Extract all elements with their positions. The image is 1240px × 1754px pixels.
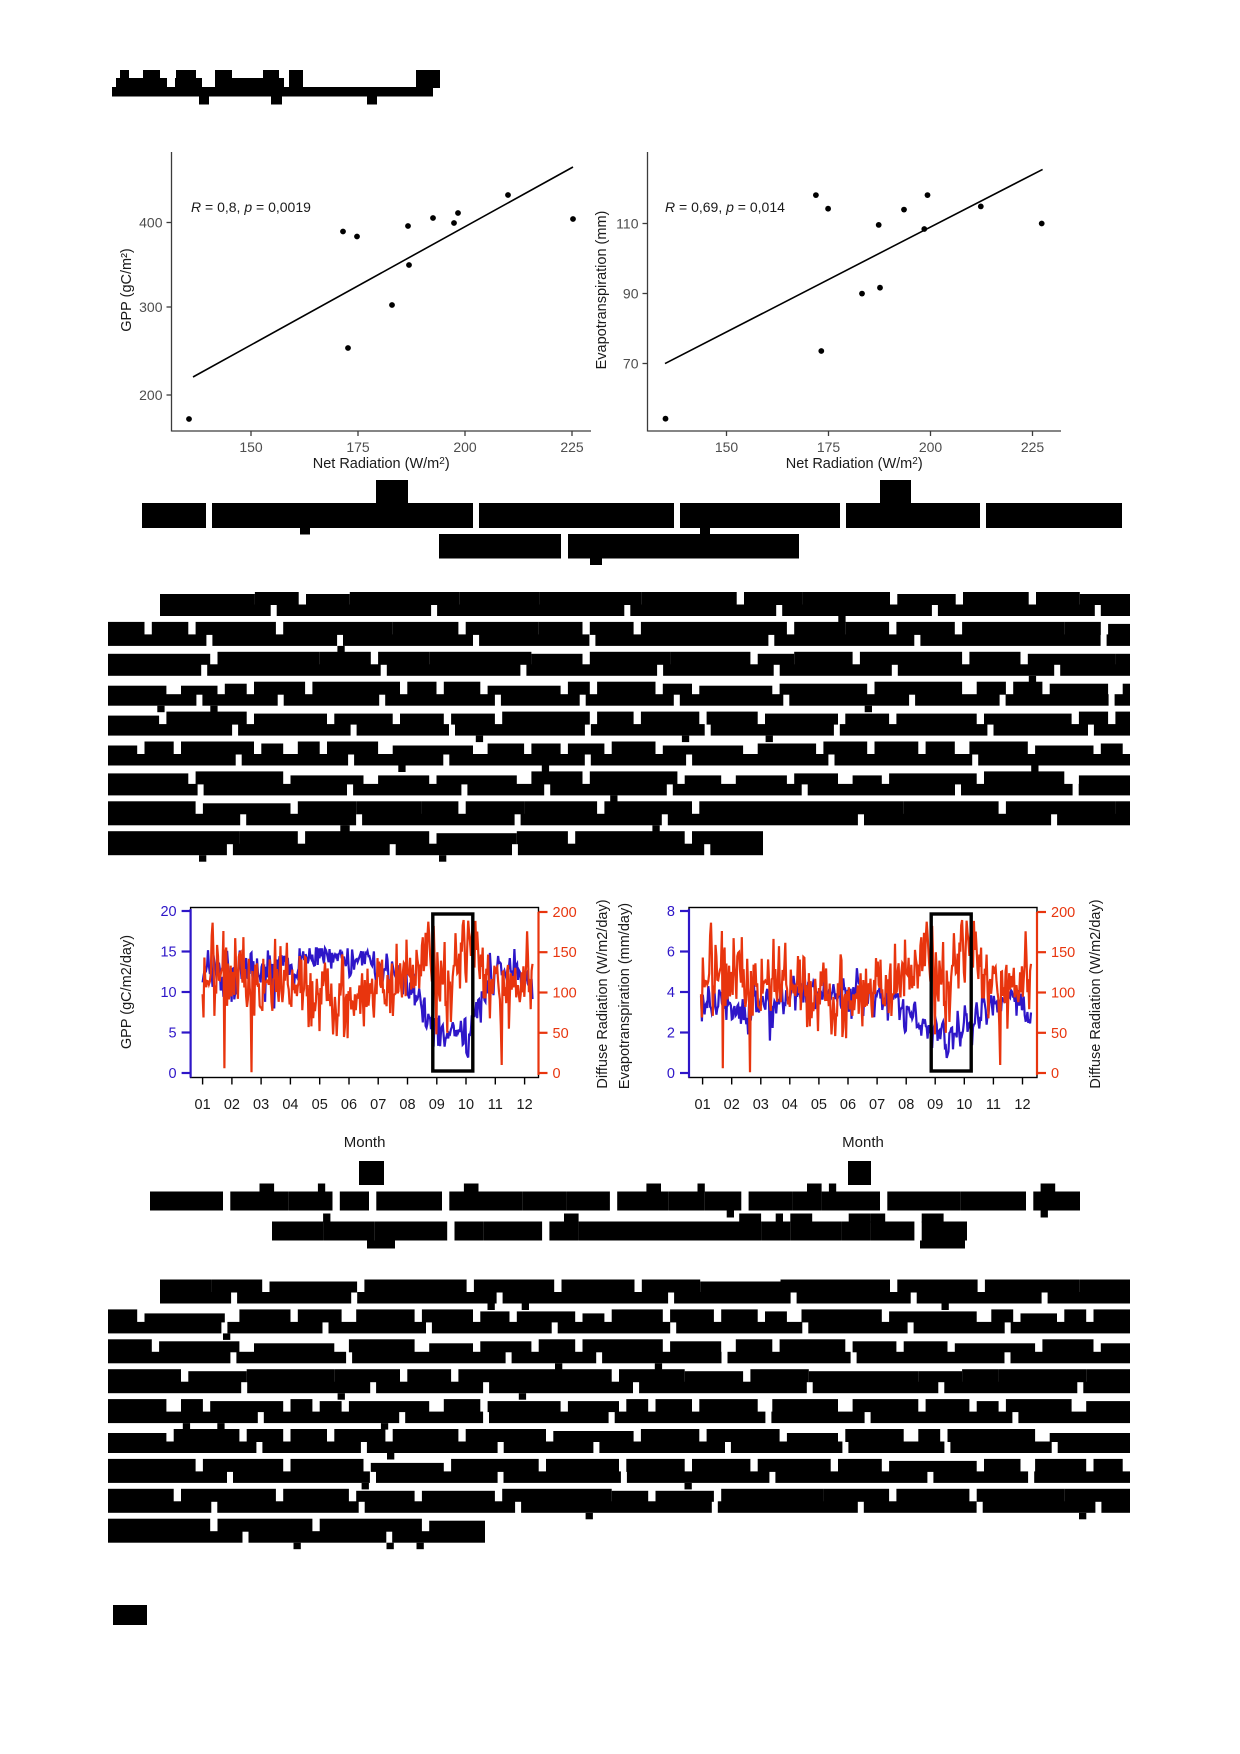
svg-text:04: 04 xyxy=(282,1097,298,1113)
svg-text:15: 15 xyxy=(160,945,176,961)
svg-text:08: 08 xyxy=(399,1097,415,1113)
svg-text:100: 100 xyxy=(1051,986,1075,1002)
svg-text:0: 0 xyxy=(553,1066,561,1082)
svg-text:20: 20 xyxy=(160,904,176,920)
svg-text:11: 11 xyxy=(986,1097,1001,1113)
svg-text:Month: Month xyxy=(344,1134,386,1151)
svg-text:Diffuse Radiation (W/m2/day): Diffuse Radiation (W/m2/day) xyxy=(1088,899,1104,1088)
svg-text:06: 06 xyxy=(840,1097,856,1113)
svg-text:10: 10 xyxy=(956,1097,972,1113)
svg-text:09: 09 xyxy=(927,1097,943,1113)
svg-text:300: 300 xyxy=(139,299,163,315)
svg-text:07: 07 xyxy=(869,1097,885,1113)
svg-text:12: 12 xyxy=(517,1097,533,1113)
svg-text:R = 0,69, p = 0,014: R = 0,69, p = 0,014 xyxy=(665,199,785,215)
svg-text:06: 06 xyxy=(341,1097,357,1113)
svg-text:GPP (gC/m2/day): GPP (gC/m2/day) xyxy=(119,935,135,1049)
svg-text:Evapotranspiration (mm): Evapotranspiration (mm) xyxy=(594,211,610,370)
svg-text:03: 03 xyxy=(753,1097,769,1113)
svg-text:03: 03 xyxy=(253,1097,269,1113)
svg-text:Net Radiation (W/m2): Net Radiation (W/m2) xyxy=(786,456,923,472)
svg-text:200: 200 xyxy=(919,439,943,455)
svg-text:200: 200 xyxy=(1051,905,1075,921)
svg-text:0: 0 xyxy=(1051,1066,1059,1082)
svg-text:0: 0 xyxy=(169,1066,177,1082)
svg-text:6: 6 xyxy=(667,945,675,961)
svg-text:50: 50 xyxy=(553,1026,569,1042)
svg-text:200: 200 xyxy=(139,387,163,403)
svg-text:01: 01 xyxy=(695,1097,711,1113)
svg-text:150: 150 xyxy=(239,439,263,455)
svg-text:GPP (gC/m²): GPP (gC/m²) xyxy=(119,248,135,332)
svg-text:R = 0,8, p = 0,0019: R = 0,8, p = 0,0019 xyxy=(191,199,311,215)
svg-text:175: 175 xyxy=(346,439,370,455)
svg-text:70: 70 xyxy=(623,356,639,372)
svg-text:110: 110 xyxy=(616,216,639,232)
svg-text:02: 02 xyxy=(724,1097,740,1113)
svg-text:0: 0 xyxy=(667,1066,675,1082)
svg-text:Month: Month xyxy=(842,1134,884,1151)
svg-text:200: 200 xyxy=(553,905,577,921)
svg-text:400: 400 xyxy=(139,215,163,231)
svg-text:175: 175 xyxy=(817,439,841,455)
svg-text:Evapotranspiration (mm/day): Evapotranspiration (mm/day) xyxy=(617,903,633,1089)
svg-text:90: 90 xyxy=(623,286,639,302)
svg-text:200: 200 xyxy=(453,439,477,455)
svg-text:Diffuse Radiation (W/m2/day): Diffuse Radiation (W/m2/day) xyxy=(595,899,611,1088)
svg-text:5: 5 xyxy=(169,1026,177,1042)
svg-text:10: 10 xyxy=(458,1097,474,1113)
svg-text:10: 10 xyxy=(160,985,176,1001)
svg-text:11: 11 xyxy=(488,1097,503,1113)
svg-text:225: 225 xyxy=(1021,439,1045,455)
svg-text:4: 4 xyxy=(667,985,675,1001)
svg-text:04: 04 xyxy=(782,1097,798,1113)
svg-text:8: 8 xyxy=(667,904,675,920)
svg-text:225: 225 xyxy=(560,439,584,455)
svg-text:08: 08 xyxy=(898,1097,914,1113)
svg-text:150: 150 xyxy=(1051,945,1075,961)
svg-text:150: 150 xyxy=(553,945,577,961)
svg-text:01: 01 xyxy=(195,1097,211,1113)
svg-text:07: 07 xyxy=(370,1097,386,1113)
svg-text:150: 150 xyxy=(715,439,739,455)
svg-text:12: 12 xyxy=(1014,1097,1030,1113)
svg-text:Net Radiation (W/m2): Net Radiation (W/m2) xyxy=(313,456,450,472)
svg-text:2: 2 xyxy=(667,1026,675,1042)
svg-text:02: 02 xyxy=(224,1097,240,1113)
svg-text:09: 09 xyxy=(429,1097,445,1113)
svg-text:50: 50 xyxy=(1051,1026,1067,1042)
svg-text:05: 05 xyxy=(312,1097,328,1113)
svg-text:100: 100 xyxy=(553,986,577,1002)
svg-text:05: 05 xyxy=(811,1097,827,1113)
